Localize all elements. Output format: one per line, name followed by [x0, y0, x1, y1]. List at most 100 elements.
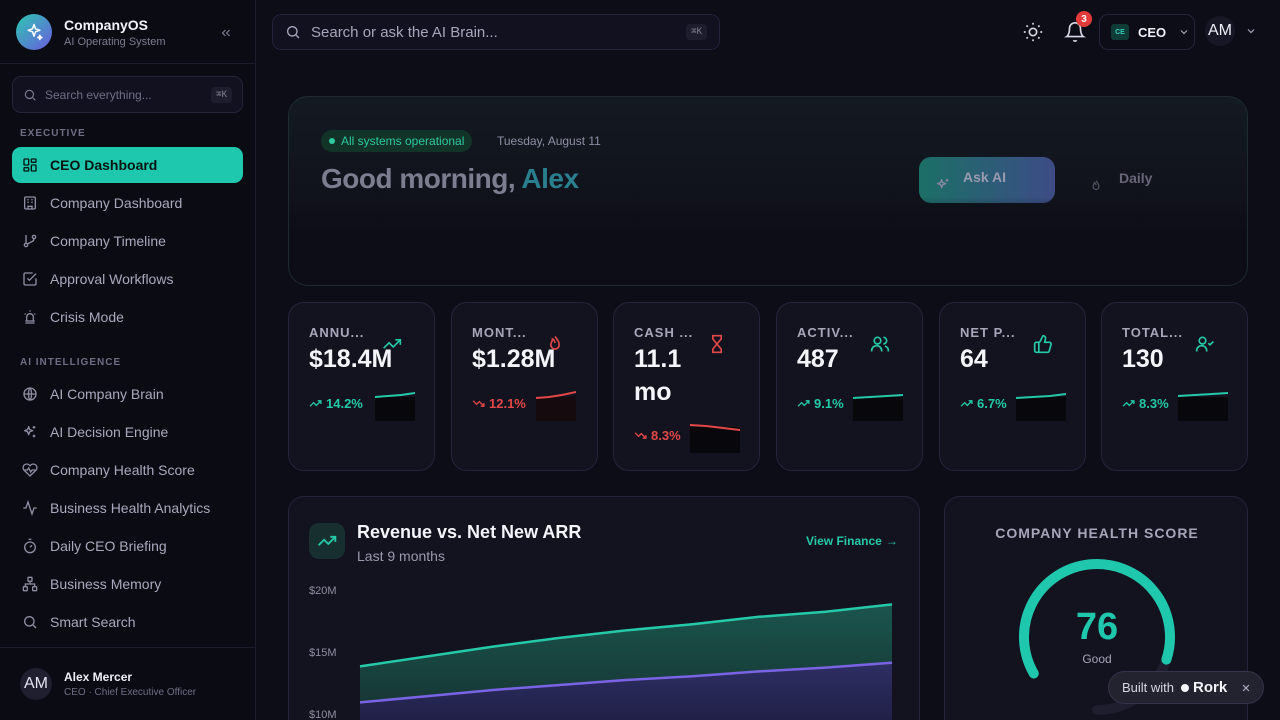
- revenue-chart-card: Revenue vs. Net New ARR Last 9 months Vi…: [288, 496, 920, 720]
- ask-ai-button[interactable]: Ask AI: [919, 157, 1055, 203]
- sidebar-item-ai-company-brain[interactable]: AI Company Brain: [12, 376, 243, 412]
- global-search[interactable]: ⌘K: [272, 14, 720, 50]
- kpi-label: ANNU...: [309, 325, 365, 340]
- y-tick-label: $15M: [309, 647, 337, 659]
- globe-icon: [22, 386, 38, 402]
- sidebar-item-label: Smart Search: [50, 614, 136, 630]
- sidebar-item-label: Company Health Score: [50, 462, 195, 478]
- siren-icon: [22, 309, 38, 325]
- kpi-change: 8.3%: [634, 428, 681, 443]
- kpi-change: 9.1%: [797, 396, 844, 411]
- kpi-card-burn[interactable]: MONT... $1.28M 12.1%: [451, 302, 598, 471]
- kpi-change-value: 8.3%: [1139, 396, 1169, 411]
- sidebar-item-label: CEO Dashboard: [50, 157, 158, 173]
- kpi-card-arr[interactable]: ANNU... $18.4M 14.2%: [288, 302, 435, 471]
- kpi-card-total[interactable]: TOTAL... 130 8.3%: [1101, 302, 1248, 471]
- view-finance-label: View Finance: [806, 534, 882, 548]
- sidebar-item-ai-decision-engine[interactable]: AI Decision Engine: [12, 414, 243, 450]
- series-1-area: [360, 662, 892, 720]
- avatar: AM: [1205, 16, 1235, 46]
- notifications-button[interactable]: 3: [1062, 11, 1092, 45]
- kpi-label: MONT...: [472, 325, 527, 340]
- notification-count-badge: 3: [1076, 11, 1092, 27]
- sidebar-item-ceo-dashboard[interactable]: CEO Dashboard: [12, 147, 243, 183]
- greeting: Good morning, Alex: [321, 163, 579, 195]
- sidebar-item-approval-workflows[interactable]: Approval Workflows: [12, 261, 243, 297]
- theme-toggle-button[interactable]: [1020, 19, 1046, 45]
- revenue-chart-subtitle: Last 9 months: [357, 548, 445, 564]
- sidebar-search[interactable]: ⌘K: [12, 76, 243, 113]
- close-icon[interactable]: [1241, 683, 1251, 693]
- trending-up-icon: [381, 333, 403, 355]
- view-finance-link[interactable]: View Finance →: [806, 534, 898, 548]
- kpi-value: 130: [1122, 345, 1164, 373]
- kpi-sparkline: [1016, 393, 1066, 421]
- sidebar-item-label: Daily CEO Briefing: [50, 538, 167, 554]
- daily-briefing-label: Daily: [1119, 170, 1153, 186]
- system-status-badge: All systems operational: [321, 130, 473, 152]
- sidebar-item-daily-ceo-briefing[interactable]: Daily CEO Briefing: [12, 528, 243, 564]
- flame-icon: [1092, 180, 1100, 191]
- chevrons-left-icon: [221, 29, 230, 37]
- trend-up-icon: [797, 397, 810, 410]
- kpi-change: 8.3%: [1122, 396, 1169, 411]
- kpi-value: 487: [797, 345, 839, 373]
- sidebar-item-company-dashboard[interactable]: Company Dashboard: [12, 185, 243, 221]
- system-status-text: All systems operational: [341, 134, 465, 148]
- sidebar-item-company-health-score[interactable]: Company Health Score: [12, 452, 243, 488]
- brand[interactable]: CompanyOS AI Operating System: [16, 14, 166, 50]
- trend-down-icon: [472, 397, 485, 410]
- revenue-chart-title: Revenue vs. Net New ARR: [357, 522, 582, 542]
- rork-dot-icon: [1181, 683, 1190, 692]
- kpi-value: 64: [960, 345, 988, 373]
- sidebar-search-shortcut: ⌘K: [211, 86, 232, 103]
- kpi-change-value: 6.7%: [977, 396, 1007, 411]
- global-search-input[interactable]: [311, 23, 651, 41]
- sidebar-item-smart-search[interactable]: Smart Search: [12, 604, 243, 640]
- kpi-value: $18.4M: [309, 345, 393, 373]
- sidebar-item-company-timeline[interactable]: Company Timeline: [12, 223, 243, 259]
- check-square-icon: [22, 271, 38, 287]
- sidebar-item-label: AI Company Brain: [50, 386, 164, 402]
- trend-down-icon: [634, 429, 647, 442]
- health-score-title: COMPANY HEALTH SCORE: [995, 525, 1199, 541]
- kpi-label: NET P...: [960, 325, 1016, 340]
- sidebar-item-business-health-analytics[interactable]: Business Health Analytics: [12, 490, 243, 526]
- arrow-right-icon: →: [885, 534, 898, 548]
- trend-up-icon: [1122, 397, 1135, 410]
- kpi-change: 6.7%: [960, 396, 1007, 411]
- collapse-sidebar-button[interactable]: [216, 23, 236, 43]
- user-name: Alex Mercer: [64, 670, 133, 684]
- revenue-area-chart: [359, 603, 893, 720]
- hero-date: Tuesday, August 11: [497, 134, 601, 148]
- built-with-badge[interactable]: Built with Rork: [1108, 671, 1264, 704]
- kpi-card-runway[interactable]: CASH ... 11.1 mo 8.3%: [613, 302, 760, 471]
- sidebar-item-label: Company Dashboard: [50, 195, 183, 211]
- kpi-value: $1.28M: [472, 345, 556, 373]
- kpi-label: CASH ...: [634, 325, 694, 340]
- section-label-ai-intelligence: AI INTELLIGENCE: [20, 357, 122, 368]
- kpi-card-active[interactable]: ACTIV... 487 9.1%: [776, 302, 923, 471]
- thumbs-up-icon: [1032, 333, 1054, 355]
- health-score-grade: Good: [1082, 652, 1112, 666]
- sparkles-logo-icon: [16, 14, 52, 50]
- role-switcher[interactable]: CE CEO: [1099, 14, 1195, 50]
- sidebar-item-label: Approval Workflows: [50, 271, 174, 287]
- y-tick-label: $20M: [309, 585, 337, 597]
- sidebar-user[interactable]: AM Alex Mercer CEO · Chief Executive Off…: [0, 647, 256, 720]
- built-with-brand: Rork: [1193, 679, 1228, 696]
- account-menu[interactable]: AM: [1205, 16, 1257, 46]
- kpi-change-value: 9.1%: [814, 396, 844, 411]
- git-branch-icon: [22, 233, 38, 249]
- kpi-value: 11.1 mo: [634, 345, 682, 406]
- sidebar-item-business-memory[interactable]: Business Memory: [12, 566, 243, 602]
- sidebar-item-crisis-mode[interactable]: Crisis Mode: [12, 299, 243, 335]
- kpi-label: ACTIV...: [797, 325, 854, 340]
- chevron-down-icon: [1247, 29, 1255, 34]
- sidebar-search-input[interactable]: [45, 87, 195, 102]
- sidebar-item-label: AI Decision Engine: [50, 424, 169, 440]
- daily-briefing-button[interactable]: Daily: [1079, 157, 1219, 203]
- user-role: CEO · Chief Executive Officer: [64, 687, 197, 698]
- kpi-card-nps[interactable]: NET P... 64 6.7%: [939, 302, 1086, 471]
- building-icon: [22, 195, 38, 211]
